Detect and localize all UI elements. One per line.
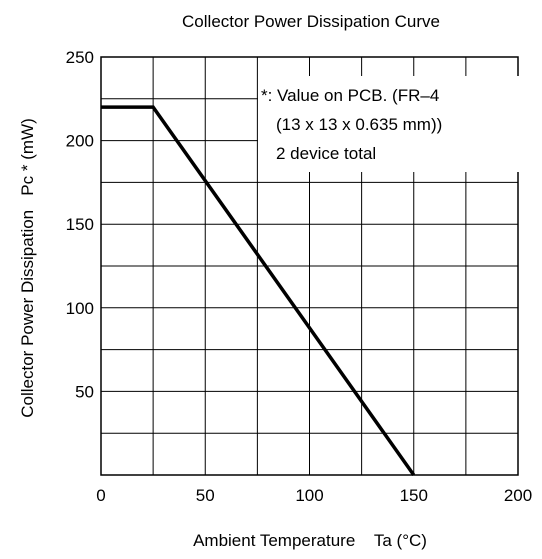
annotation-line-3: 2 device total [276,144,376,163]
y-tick-label: 200 [66,132,94,151]
chart-title: Collector Power Dissipation Curve [182,12,440,31]
annotation-line-2: (13 x 13 x 0.635 mm)) [276,115,442,134]
x-tick-label: 0 [96,486,105,505]
x-tick-label: 50 [196,486,215,505]
y-tick-label: 100 [66,299,94,318]
x-tick-label: 150 [400,486,428,505]
annotation-line-1: *: Value on PCB. (FR–4 [261,86,439,105]
annotation-box: *: Value on PCB. (FR–4 (13 x 13 x 0.635 … [258,76,524,172]
y-tick-label: 150 [66,215,94,234]
y-axis-label: Collector Power Dissipation Pc * (mW) [18,118,37,417]
x-tick-label: 200 [504,486,532,505]
y-tick-label: 250 [66,48,94,67]
x-axis-label: Ambient Temperature Ta (°C) [193,531,427,550]
y-tick-label: 50 [75,382,94,401]
x-tick-label: 100 [295,486,323,505]
